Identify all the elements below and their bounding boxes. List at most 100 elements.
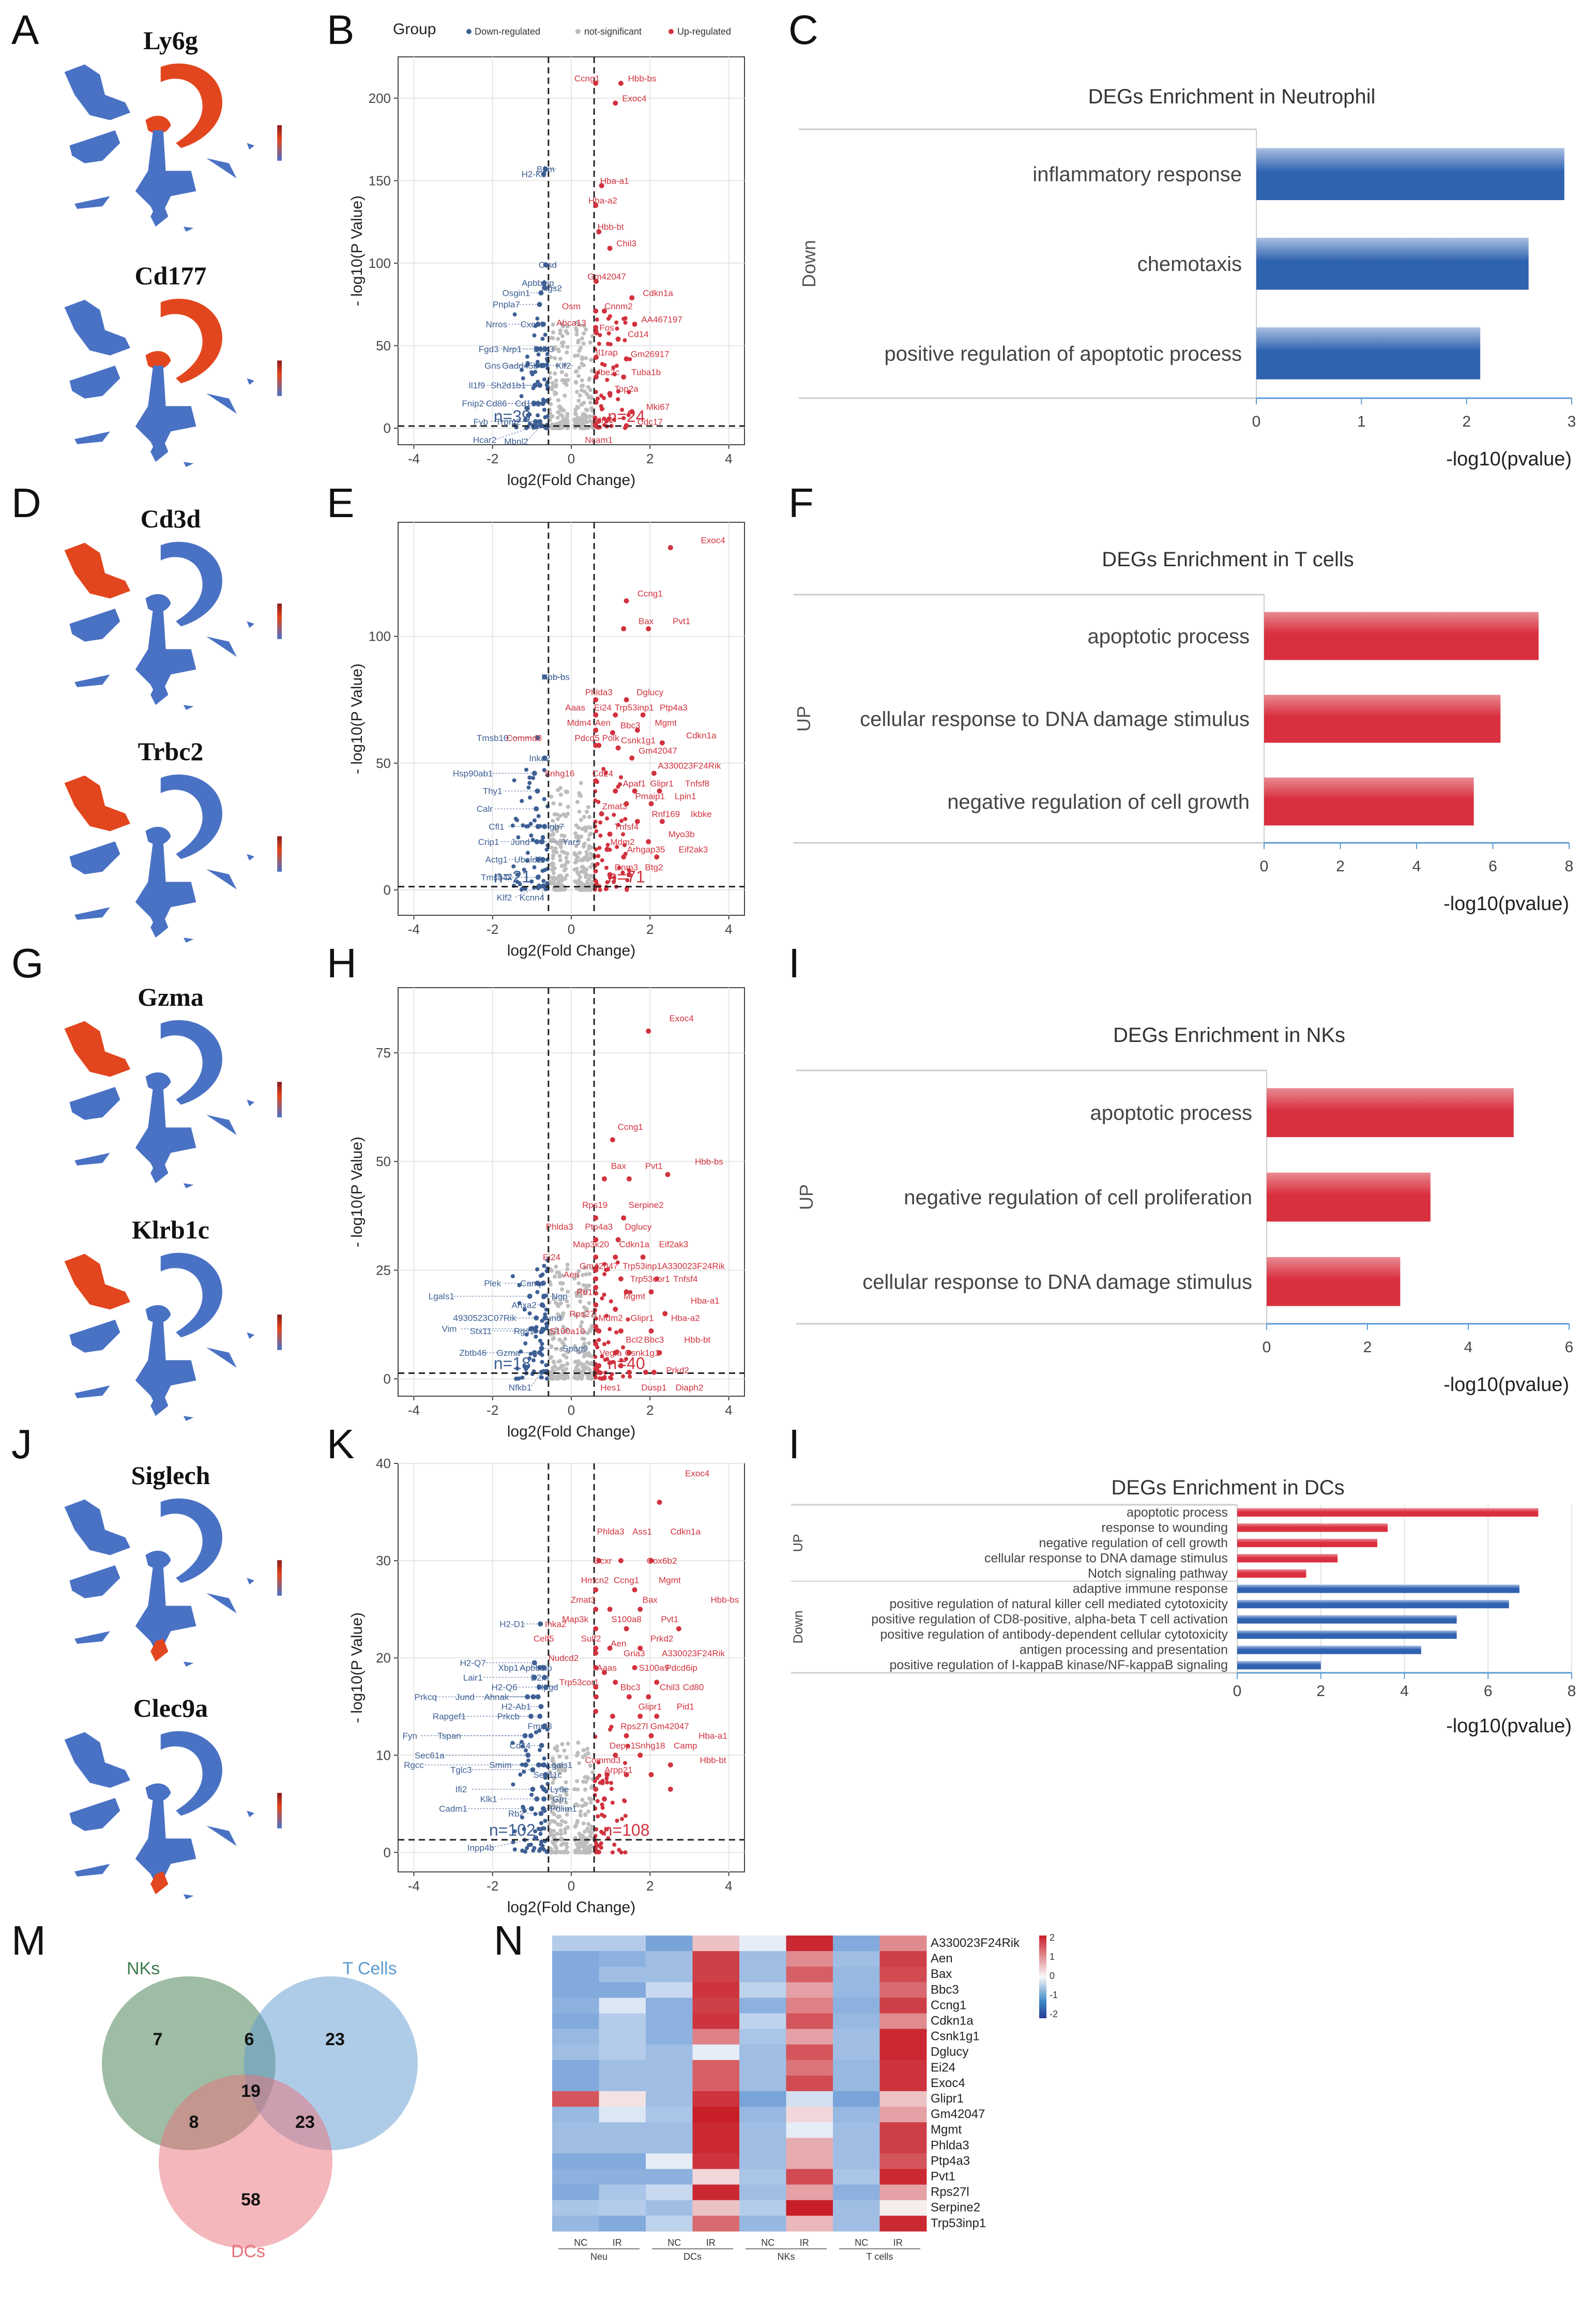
point-not-significant — [574, 823, 579, 828]
point-up-regulated — [624, 598, 629, 603]
point-up-regulated — [599, 407, 604, 412]
category-label: apoptotic process — [1127, 1505, 1228, 1520]
point-up-regulated — [599, 1830, 604, 1834]
point-down-regulated — [525, 1846, 529, 1851]
point-up-regulated — [593, 1587, 599, 1593]
legend-marker-ns — [575, 29, 581, 34]
gene-label-up: Prkd2 — [650, 1634, 673, 1644]
point-up-regulated — [614, 1330, 619, 1335]
x-tick-label: 6 — [1484, 1683, 1493, 1700]
point-not-significant — [580, 1797, 585, 1802]
point-not-significant — [579, 1361, 583, 1366]
x-tick-label: -4 — [408, 1402, 420, 1418]
heatmap-cell — [692, 2091, 740, 2107]
gene-label-up: Hmcn2 — [581, 1576, 609, 1585]
heatmap-cell — [786, 2215, 833, 2232]
gene-label-up: Mdm2 — [610, 837, 634, 847]
gene-label-down: Fyb — [474, 417, 488, 427]
gene-label-up: Commd3 — [506, 733, 542, 743]
point-not-significant — [564, 1367, 569, 1371]
point-not-significant — [579, 421, 583, 426]
heatmap-cell — [552, 2122, 599, 2138]
point-up-regulated — [605, 880, 610, 885]
umap-cluster-stem — [135, 609, 196, 700]
point-up-regulated — [621, 374, 627, 380]
point-not-significant — [554, 383, 558, 387]
point-down-regulated — [529, 1792, 534, 1797]
x-axis-label: -log10(pvalue) — [1446, 1715, 1572, 1737]
point-down-regulated — [540, 1272, 545, 1277]
umap-cluster-small — [183, 1183, 194, 1188]
point-up-regulated — [607, 246, 613, 251]
gene-label-up: Hba-a1 — [698, 1731, 727, 1741]
heatmap-cell — [692, 1951, 740, 1967]
point-down-regulated — [520, 799, 524, 804]
venn-set-label: DCs — [231, 2242, 265, 2261]
point-up-regulated — [610, 1801, 615, 1805]
umap-cluster-crescent — [160, 1252, 222, 1338]
point-not-significant — [586, 1353, 591, 1358]
point-up-regulated — [623, 320, 628, 325]
point-up-regulated — [613, 1306, 618, 1312]
point-up-regulated — [596, 1814, 600, 1819]
point-up-regulated — [624, 801, 629, 807]
point-down-regulated — [521, 1806, 526, 1810]
point-not-significant — [573, 407, 578, 412]
point-up-regulated — [619, 1850, 624, 1855]
y-tick-label: 150 — [369, 173, 391, 188]
point-up-regulated — [602, 1262, 607, 1266]
point-not-significant — [558, 1828, 563, 1833]
gene-label-up: Ei24 — [543, 1252, 560, 1262]
legend-marker-up — [668, 29, 674, 34]
point-up-regulated — [602, 1272, 607, 1277]
gene-label-up: Gm42047 — [580, 1261, 618, 1271]
point-up-regulated — [662, 1311, 668, 1317]
bar-chart-l: DEGs Enrichment in DCs 0 2 4 6 8 apoptotic pro… — [791, 1476, 1576, 1737]
point-not-significant — [577, 416, 582, 420]
y-axis-label: - log10(P Value) — [348, 1612, 366, 1723]
point-up-regulated — [594, 879, 599, 884]
point-up-regulated — [605, 1357, 610, 1362]
heatmap-cell — [552, 2215, 599, 2232]
umap-cluster-leftLow — [74, 1864, 110, 1877]
heatmap-cell — [739, 1998, 786, 2014]
gene-label-up: Depp1 — [610, 1741, 635, 1750]
point-not-significant — [587, 1796, 591, 1801]
point-up-regulated — [594, 829, 599, 834]
point-up-regulated — [618, 782, 622, 787]
point-down-regulated — [527, 421, 532, 426]
point-not-significant — [584, 850, 589, 855]
umap-cluster-hub — [145, 1550, 171, 1569]
heatmap-cell — [599, 2060, 646, 2076]
point-up-regulated — [617, 866, 621, 870]
label-leader — [542, 886, 544, 898]
point-up-regulated — [646, 1694, 651, 1700]
x-tick-label: -2 — [487, 1878, 498, 1894]
x-tick-label: 2 — [646, 1402, 653, 1418]
umap-cluster-crescent — [160, 774, 222, 859]
umap-plot — [64, 298, 282, 467]
umap-title: Trbc2 — [138, 737, 204, 766]
heatmap-cell — [739, 2169, 786, 2185]
point-down-regulated — [542, 1756, 546, 1761]
gene-label-up: Ptp4a3 — [585, 1222, 613, 1232]
gene-label-down: Jund — [542, 1313, 561, 1323]
point-down-regulated — [515, 818, 520, 823]
point-up-regulated — [593, 308, 599, 314]
chart-title: DEGs Enrichment in T cells — [1102, 548, 1354, 571]
up-count: n=40 — [608, 1354, 645, 1372]
gene-label-down: Kcnn4 — [520, 893, 544, 903]
heatmap-cell — [692, 1998, 740, 2014]
point-up-regulated — [594, 1827, 599, 1832]
point-not-significant — [583, 1265, 587, 1270]
heatmap-column-label: IR — [613, 2238, 622, 2248]
point-not-significant — [578, 1812, 583, 1817]
umap-colorbar — [277, 836, 282, 872]
heatmap-cell — [692, 2138, 740, 2154]
point-down-regulated — [520, 1375, 525, 1380]
heatmap-column-group-label: Neu — [590, 2251, 607, 2262]
point-up-regulated — [604, 1313, 609, 1318]
heatmap-cell — [552, 2075, 599, 2092]
heatmap-cell — [786, 2138, 833, 2154]
point-not-significant — [565, 412, 570, 416]
